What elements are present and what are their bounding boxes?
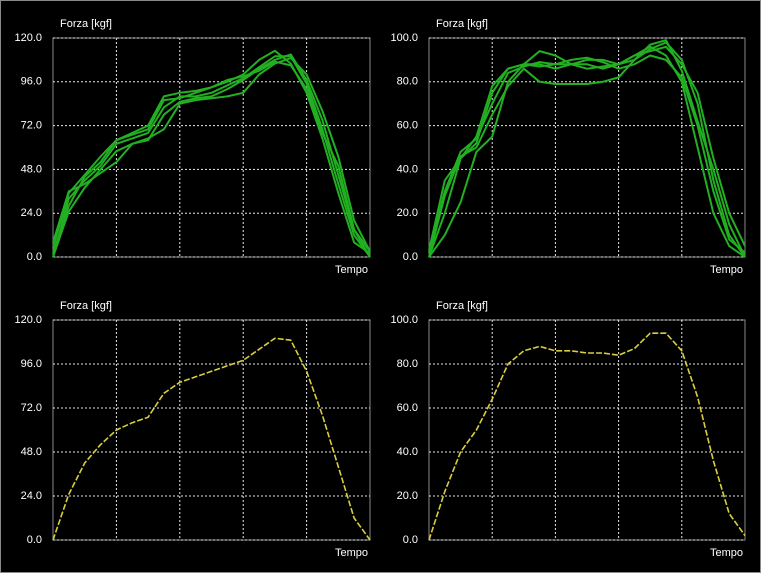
data-line <box>52 55 371 258</box>
plot-area <box>52 319 371 541</box>
y-tick-label: 60.0 <box>397 402 418 414</box>
data-line <box>428 54 746 254</box>
plot-area <box>52 37 371 258</box>
y-tick-label: 60.0 <box>397 120 418 132</box>
y-tick-label: 48.0 <box>21 446 42 458</box>
y-tick-label: 96.0 <box>21 358 42 370</box>
data-line <box>52 57 371 252</box>
y-tick-label: 0.0 <box>27 534 42 546</box>
y-tick-label: 72.0 <box>21 402 42 414</box>
y-tick-label: 40.0 <box>397 446 418 458</box>
y-tick-label: 20.0 <box>397 490 418 502</box>
plot-area <box>428 319 746 541</box>
y-tick-label: 48.0 <box>21 163 42 175</box>
y-tick-label: 20.0 <box>397 207 418 219</box>
y-tick-label: 120.0 <box>14 32 42 44</box>
data-line <box>52 53 371 258</box>
y-tick-label: 100.0 <box>390 32 418 44</box>
y-axis-label: Forza [kgf] <box>436 300 488 312</box>
y-tick-label: 0.0 <box>27 251 42 263</box>
x-axis-label: Tempo <box>710 547 743 559</box>
data-line <box>428 39 746 258</box>
x-axis-label: Tempo <box>335 264 368 276</box>
y-axis-label: Forza [kgf] <box>60 18 112 30</box>
y-tick-label: 0.0 <box>403 251 418 263</box>
y-tick-label: 100.0 <box>390 314 418 326</box>
y-tick-label: 96.0 <box>21 76 42 88</box>
x-axis-label: Tempo <box>335 547 368 559</box>
y-tick-label: 80.0 <box>397 76 418 88</box>
y-axis-label: Forza [kgf] <box>436 18 488 30</box>
x-axis-label: Tempo <box>710 264 743 276</box>
data-line <box>428 332 746 541</box>
y-tick-label: 24.0 <box>21 490 42 502</box>
data-line <box>52 337 371 541</box>
y-tick-label: 24.0 <box>21 207 42 219</box>
y-tick-label: 0.0 <box>403 534 418 546</box>
y-tick-label: 72.0 <box>21 120 42 132</box>
y-tick-label: 40.0 <box>397 163 418 175</box>
data-line <box>428 45 746 251</box>
data-line <box>428 45 746 258</box>
y-tick-label: 120.0 <box>14 314 42 326</box>
y-axis-label: Forza [kgf] <box>60 300 112 312</box>
data-line <box>52 60 371 258</box>
y-tick-label: 80.0 <box>397 358 418 370</box>
